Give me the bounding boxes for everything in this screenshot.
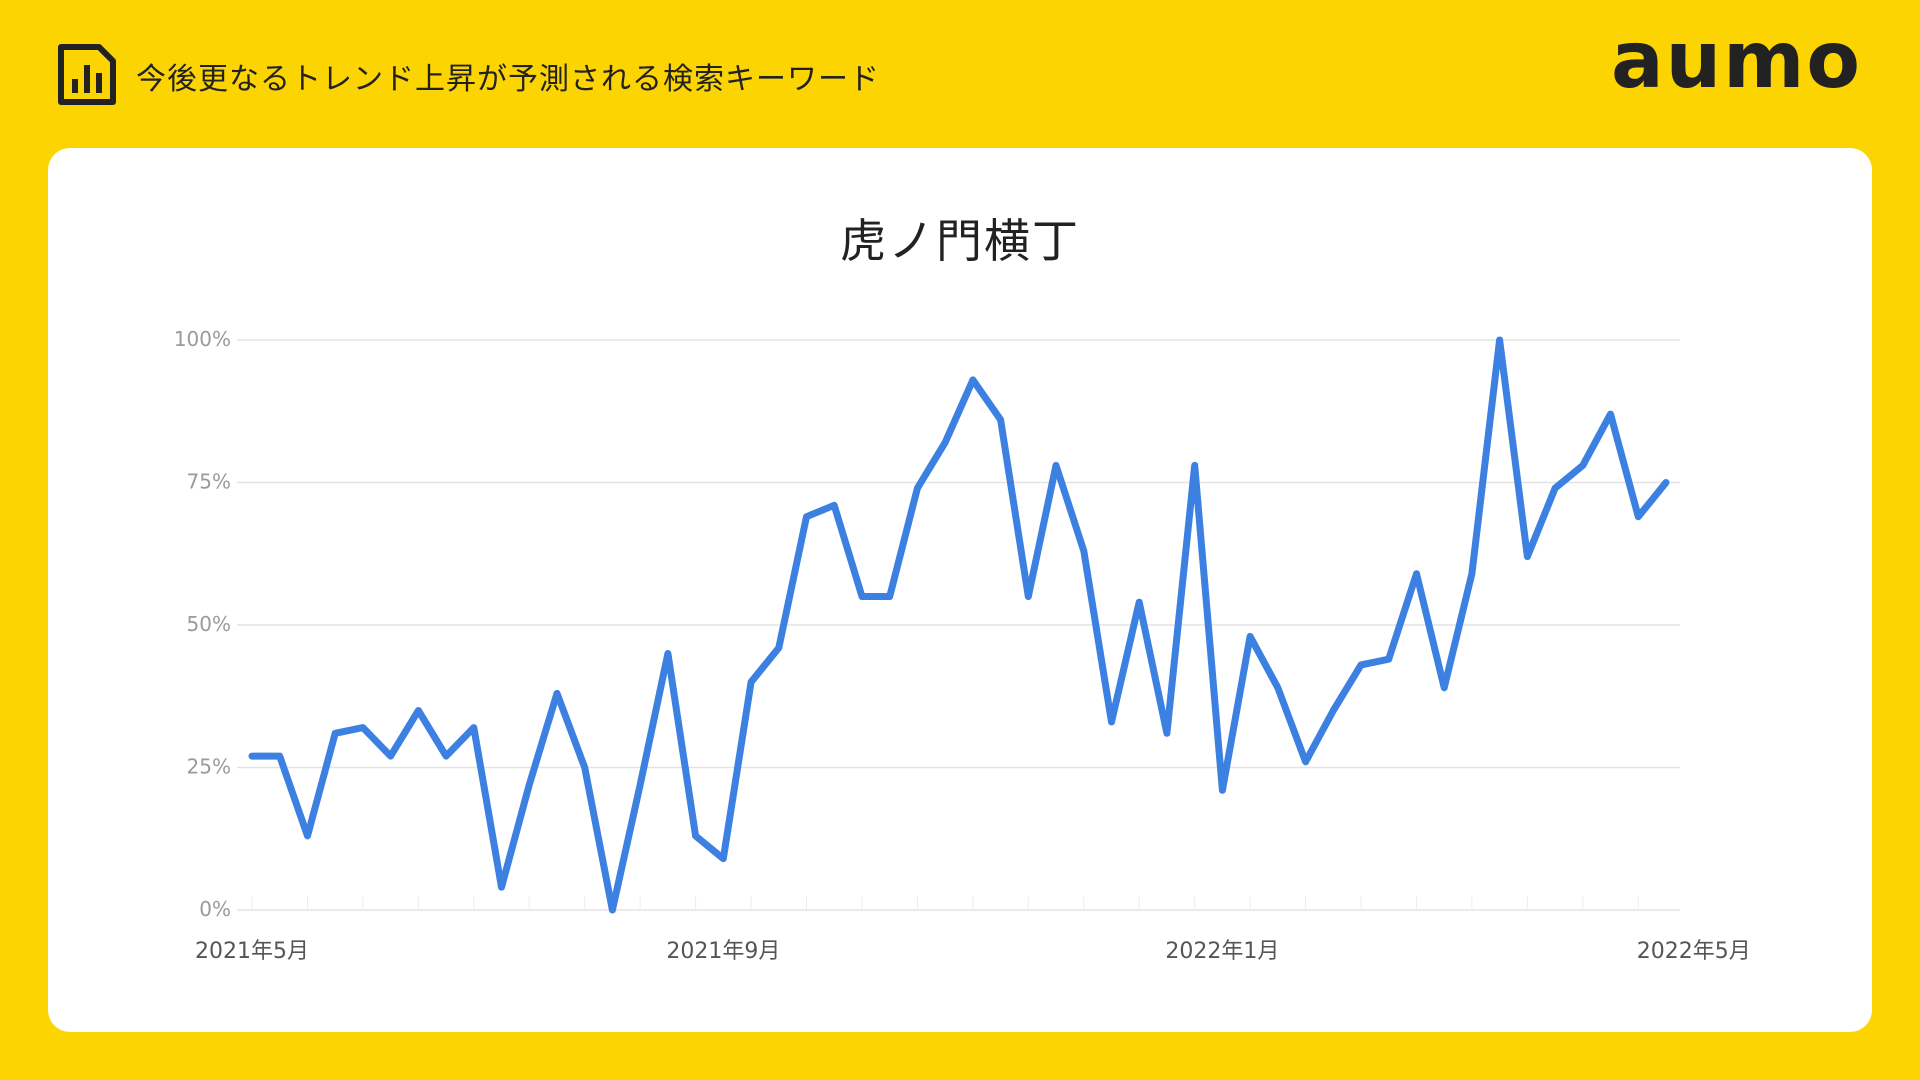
data-point <box>304 832 311 839</box>
data-point <box>1413 570 1420 577</box>
data-point <box>581 764 588 771</box>
data-point <box>858 593 865 600</box>
data-point <box>720 855 727 862</box>
data-point <box>692 832 699 839</box>
data-point <box>664 650 671 657</box>
aumo-logo: aumo <box>1610 16 1862 106</box>
chart-card <box>48 148 1872 1032</box>
data-point <box>831 502 838 509</box>
y-tick-label: 75% <box>187 470 231 494</box>
data-point <box>1635 513 1642 520</box>
data-point <box>1496 337 1503 343</box>
data-point <box>276 753 283 760</box>
y-tick-label: 25% <box>187 755 231 779</box>
data-point <box>1274 684 1281 691</box>
data-point <box>526 781 533 788</box>
data-point <box>997 416 1004 423</box>
data-point <box>1441 684 1448 691</box>
data-point <box>748 679 755 685</box>
data-point <box>1080 547 1087 554</box>
series-line <box>248 336 1670 914</box>
data-point <box>1385 656 1392 663</box>
data-point <box>498 884 505 891</box>
data-point <box>415 707 422 714</box>
data-point <box>803 513 810 520</box>
data-point <box>969 376 976 383</box>
data-point <box>942 439 949 446</box>
data-point <box>553 690 560 697</box>
data-point <box>1247 633 1254 640</box>
data-point <box>1219 787 1226 794</box>
data-point <box>886 593 893 600</box>
data-point <box>1358 661 1365 668</box>
bar-chart-document-icon <box>58 44 116 105</box>
y-tick-label: 50% <box>187 612 231 636</box>
x-tick-label: 2021年5月 <box>195 939 309 964</box>
data-point <box>1108 718 1115 725</box>
y-tick-label: 100% <box>174 327 231 351</box>
data-point <box>249 753 255 760</box>
chart-title: 虎ノ門横丁 <box>840 214 1080 268</box>
data-point <box>1663 479 1669 486</box>
data-point <box>1552 485 1559 492</box>
data-point <box>1136 599 1143 606</box>
data-point <box>1524 553 1531 560</box>
data-point <box>443 753 450 760</box>
data-point <box>1053 462 1060 469</box>
data-point <box>1025 593 1032 600</box>
data-point <box>470 724 477 731</box>
data-point <box>914 485 921 492</box>
y-tick-label: 0% <box>199 897 231 921</box>
data-point <box>1302 758 1309 765</box>
x-tick-label: 2022年5月 <box>1637 939 1751 964</box>
data-point <box>637 781 644 788</box>
data-point <box>609 907 616 913</box>
data-point <box>332 730 339 737</box>
data-point <box>1579 462 1586 469</box>
data-point <box>1607 411 1614 418</box>
data-point <box>1191 462 1198 469</box>
data-point <box>1330 707 1337 714</box>
x-tick-label: 2022年1月 <box>1165 939 1279 964</box>
data-point <box>1163 730 1170 737</box>
x-tick-label: 2021年9月 <box>666 939 780 964</box>
page-title: 今後更なるトレンド上昇が予測される検索キーワード <box>136 62 880 97</box>
data-point <box>359 724 366 731</box>
data-point <box>387 753 394 760</box>
data-point <box>1468 570 1475 577</box>
data-point <box>775 644 782 651</box>
